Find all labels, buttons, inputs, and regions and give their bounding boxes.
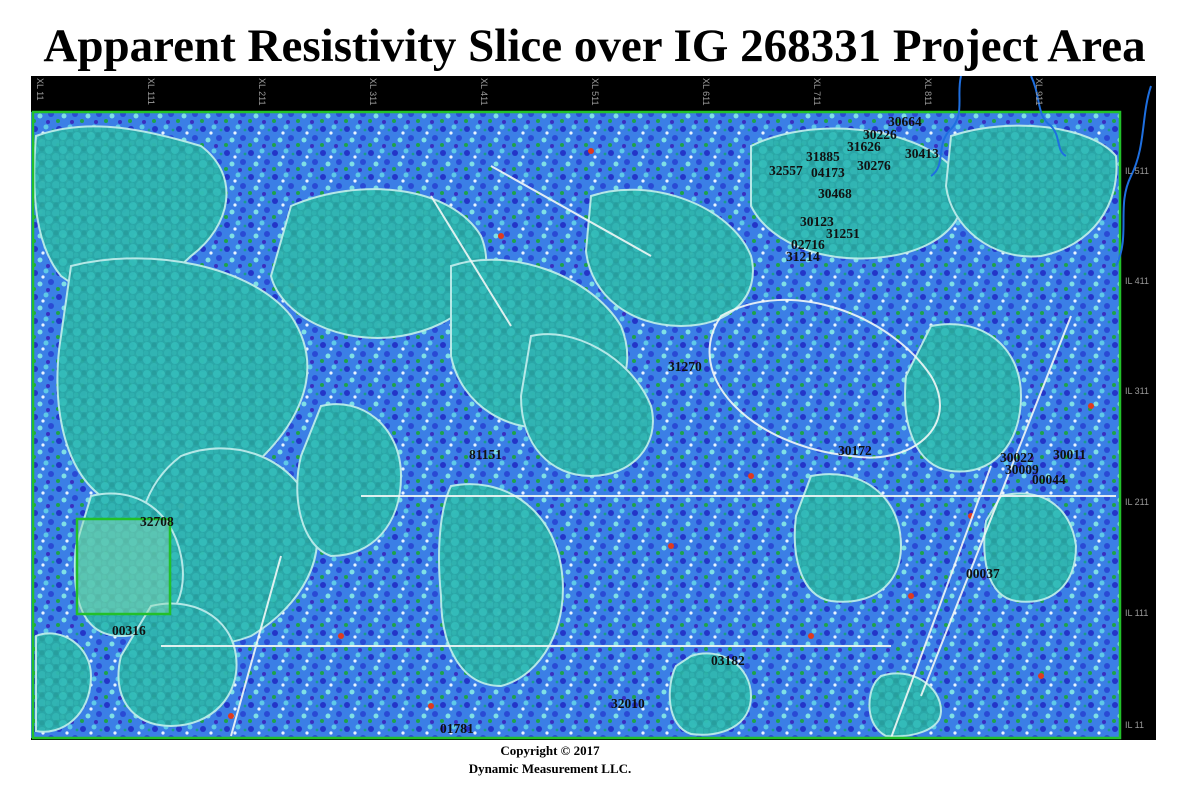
well-label: 30022 — [1000, 450, 1034, 465]
well-label: 03182 — [711, 653, 745, 668]
well-label: 02716 — [791, 237, 825, 252]
resistivity-map[interactable]: XL 11 XL 111 XL 211 XL 311 XL 411 XL 511… — [31, 76, 1156, 740]
inline-label: IL 411 — [1125, 276, 1149, 286]
well-label: 30413 — [905, 146, 939, 161]
crossline-labels: XL 11 XL 111 XL 211 XL 311 XL 411 XL 511… — [35, 78, 1044, 106]
inline-label: IL 211 — [1125, 497, 1149, 507]
low-resistivity-zones — [33, 124, 1118, 738]
crossline-label: XL 711 — [812, 78, 822, 106]
well-label: 30172 — [838, 443, 872, 458]
crossline-label: XL 11 — [35, 78, 45, 101]
crossline-label: XL 511 — [590, 78, 600, 106]
well-label: 01781 — [440, 721, 474, 736]
crossline-label: XL 111 — [146, 78, 156, 105]
well-label: 31214 — [786, 249, 820, 264]
well-label: 30123 — [800, 214, 834, 229]
highlight-box[interactable] — [75, 517, 172, 616]
well-label: 32557 — [769, 163, 803, 178]
inline-label: IL 511 — [1125, 166, 1149, 176]
well-label: 30226 — [863, 127, 897, 142]
well-label: 30011 — [1053, 447, 1086, 462]
well-label: 00316 — [112, 623, 146, 638]
copyright-line: Copyright © 2017 — [500, 743, 600, 758]
crossline-label: XL 311 — [368, 78, 378, 106]
well-label: 00044 — [1032, 472, 1066, 487]
well-label: 30276 — [857, 158, 891, 173]
well-label: 30009 — [1005, 462, 1039, 477]
well-label: 81151 — [469, 447, 502, 462]
well-label: 30664 — [888, 114, 922, 129]
well-label: 31626 — [847, 139, 881, 154]
well-label: 32708 — [140, 514, 174, 529]
company-name: Dynamic Measurement LLC. — [468, 761, 632, 776]
well-label: 32010 — [611, 696, 645, 711]
copyright-notice: Copyright © 2017 Dynamic Measurement LLC… — [0, 742, 1100, 778]
coastline — [930, 76, 1152, 267]
inline-labels: IL 511 IL 411 IL 311 IL 211 IL 111 IL 11 — [1125, 166, 1149, 730]
well-label: 31251 — [826, 226, 860, 241]
crossline-label: XL 411 — [479, 78, 489, 106]
crossline-label: XL 211 — [257, 78, 267, 106]
inline-label: IL 311 — [1125, 386, 1149, 396]
inline-label: IL 11 — [1125, 720, 1144, 730]
well-label: 31270 — [668, 359, 702, 374]
crossline-label: XL 911 — [1034, 78, 1044, 106]
crossline-label: XL 811 — [923, 78, 933, 106]
crossline-label: XL 611 — [701, 78, 711, 106]
map-title: Apparent Resistivity Slice over IG 26833… — [43, 20, 1146, 72]
map-canvas: XL 11 XL 111 XL 211 XL 311 XL 411 XL 511… — [31, 76, 1152, 740]
well-label: 31885 — [806, 149, 840, 164]
well-label: 04173 — [811, 165, 845, 180]
well-labels: 30664 30226 31626 31885 30413 30276 3255… — [112, 114, 1086, 736]
inline-label: IL 111 — [1125, 608, 1148, 618]
well-label: 00037 — [966, 566, 1000, 581]
well-label: 30468 — [818, 186, 852, 201]
linear-features — [161, 165, 1116, 739]
survey-outline — [31, 110, 1122, 740]
